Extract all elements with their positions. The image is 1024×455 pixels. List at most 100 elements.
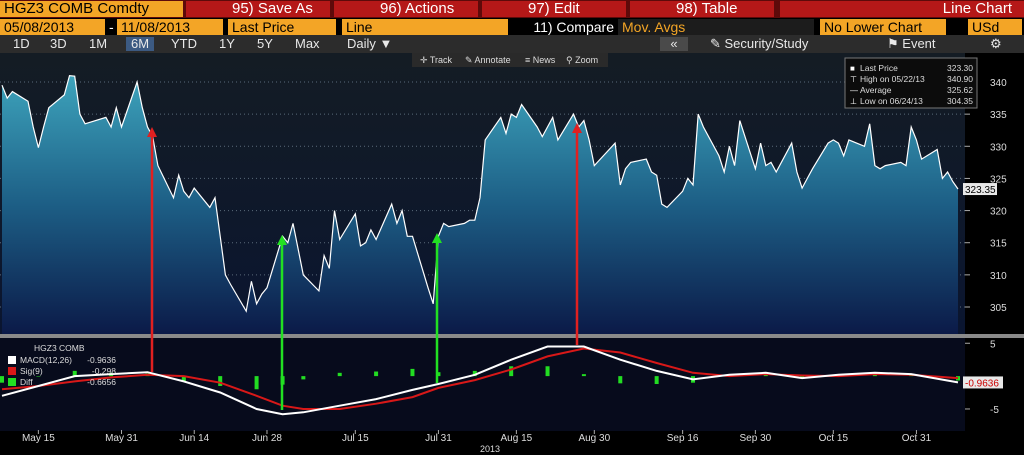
period-button[interactable]: 5Y (257, 36, 273, 51)
diff-bar (545, 366, 550, 377)
diff-bar (254, 376, 259, 390)
panel-divider (0, 334, 1024, 338)
frequency: Daily (347, 36, 376, 51)
compare-button[interactable]: 11) Compare (533, 19, 614, 35)
chart-tools: ✛ Track ✎ Annotate ≡ News ⚲ Zoom (412, 53, 608, 67)
macd-tag (963, 376, 1003, 389)
diff-bar (301, 376, 306, 380)
event-button[interactable]: ⚑ Event (887, 36, 936, 51)
legend-label: MACD(12,26) (20, 355, 72, 365)
price-line (1, 74, 959, 313)
legend-label: Last Price (860, 63, 898, 73)
collapse-button[interactable]: « (660, 37, 688, 51)
toolbar-button[interactable]: 95) Save As (186, 1, 330, 17)
period-bar: 1D 3D 1M 6M YTD 1Y 5Y Max Daily ▼ « ✎ Security/… (0, 35, 1024, 53)
diff-bar (654, 376, 659, 384)
macd-panel (0, 338, 965, 431)
period-button[interactable]: 1M (89, 36, 108, 51)
x-tick-label: May 15 (22, 433, 55, 444)
period-button[interactable]: YTD (171, 36, 197, 51)
x-tick-label: Aug 30 (578, 433, 610, 444)
zoom: Zoom (575, 55, 598, 65)
legend-value: -0.298 (92, 366, 116, 376)
period-button[interactable]: 1D (13, 36, 30, 51)
lower-chart-select[interactable]: No Lower Chart (820, 19, 946, 35)
track: Track (430, 55, 453, 65)
diff-bar (218, 376, 223, 386)
y-tick-label: 5 (990, 339, 996, 350)
last-price-label: 323.35 (965, 185, 996, 196)
legend-symbol: ⊤ (850, 75, 857, 84)
diff-bar (36, 376, 41, 377)
legend-value: 340.90 (947, 74, 973, 84)
annotate-tool[interactable]: ✎ Annotate (465, 55, 511, 65)
legend-value: -0.6656 (87, 377, 116, 387)
y-tick-label: 315 (990, 239, 1007, 250)
currency-select[interactable]: USd (968, 19, 1022, 35)
legend-value: 304.35 (947, 96, 973, 106)
diff-bar (374, 371, 379, 377)
period-button[interactable]: 3D (50, 36, 67, 51)
legend-symbol: — (850, 86, 858, 95)
diff-bar (581, 374, 586, 377)
x-tick-label: Oct 31 (902, 433, 932, 444)
news-tool[interactable]: ≡ News (525, 55, 556, 65)
field-select[interactable]: Last Price (228, 19, 336, 35)
x-tick-label: Oct 15 (819, 433, 849, 444)
chart: 305 310 315 320 325 330 335 340 323.35 May 15 May … (0, 53, 1024, 454)
x-tick-label: Sep 16 (667, 433, 699, 444)
annotate: Annotate (475, 55, 511, 65)
diff-bar (181, 376, 186, 382)
security-study-button[interactable]: ✎ Security/Study (710, 36, 809, 51)
legend-label: Sig(9) (20, 366, 43, 376)
macd-title: HGZ3 COMB (34, 343, 85, 353)
security-field[interactable]: HGZ3 COMB Comdty (0, 1, 183, 17)
diff-bar (763, 374, 768, 377)
legend-swatch (8, 356, 16, 364)
legend-label: Diff (20, 377, 33, 387)
last-price-tag (963, 183, 997, 196)
x-tick-label: Aug 15 (501, 433, 533, 444)
settings-button[interactable]: ⚙ (990, 36, 1002, 51)
x-tick-label: Jun 28 (252, 433, 282, 444)
start-date[interactable]: 05/08/2013 (0, 19, 105, 35)
legend-symbol: ■ (850, 64, 855, 73)
style-select[interactable]: Line (342, 19, 508, 35)
period-button[interactable]: 6M (126, 37, 155, 51)
diff-bar (0, 376, 4, 383)
y-tick-label: 340 (990, 78, 1007, 89)
arrow-head (277, 235, 287, 245)
diff-bar (509, 366, 514, 377)
arrow-head (432, 233, 442, 243)
legend-label: Low on 06/24/13 (860, 96, 923, 106)
macd-line (1, 345, 959, 416)
end-date[interactable]: 11/08/2013 (117, 19, 223, 35)
legend-label: High on 05/22/13 (860, 74, 925, 84)
overlay-select[interactable]: Mov. Avgs (618, 19, 814, 35)
toolbar-button[interactable]: 96) Actions (334, 1, 478, 17)
period-button[interactable]: Max (295, 36, 320, 51)
frequency-select[interactable]: Daily ▼ (347, 36, 393, 51)
arrow-head (147, 127, 157, 137)
x-tick-label: Jun 14 (179, 433, 209, 444)
diff-bar (956, 376, 960, 381)
price-area (2, 75, 958, 334)
track-tool[interactable]: ✛ Track (420, 55, 453, 65)
settings-bar: 05/08/2013 - 11/08/2013 Last Price Line … (0, 18, 1024, 35)
security-study: Security/Study (724, 36, 809, 51)
zoom-tool[interactable]: ⚲ Zoom (566, 55, 598, 65)
toolbar-button[interactable]: 97) Edit (482, 1, 626, 17)
plot: 305 310 315 320 325 330 335 340 323.35 May 15 May … (0, 74, 1007, 454)
diff-bar (472, 370, 477, 377)
diff-bar (72, 370, 77, 377)
macd-legend: HGZ3 COMB MACD(12,26) -0.9636 Sig(9) -0.298 D… (8, 343, 116, 387)
period-button[interactable]: 1Y (219, 36, 235, 51)
main-toolbar: HGZ3 COMB Comdty 95) Save As 96) Actions 9… (0, 0, 1024, 18)
y-tick-label: 320 (990, 207, 1007, 218)
y-tick-label: 330 (990, 142, 1007, 153)
y-tick-label: 305 (990, 303, 1007, 314)
toolbar-button[interactable]: 98) Table (630, 1, 774, 17)
date-separator: - (109, 19, 114, 35)
